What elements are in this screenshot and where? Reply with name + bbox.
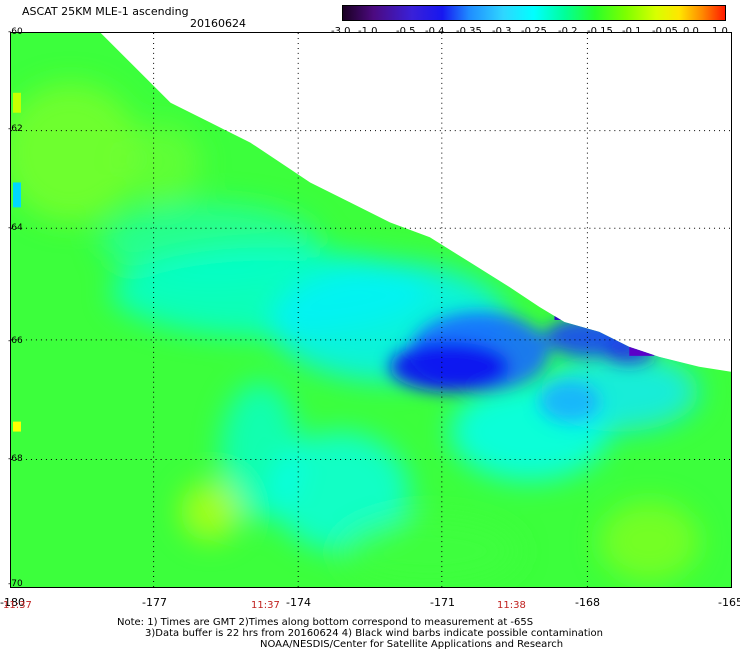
note-line: 3)Data buffer is 22 hrs from 20160624 4)… [145,628,603,639]
lat-label: -70 [8,579,23,589]
lat-label: -66 [8,336,23,346]
note-line: NOAA/NESDIS/Center for Satellite Applica… [260,639,564,650]
colorbar-tick: -0.3 [492,26,512,37]
colorbar-tick: -0.25 [521,26,547,37]
colorbar-tick: -3.0 [331,26,351,37]
graticule [11,33,731,587]
colorbar-tick: 1.0 [712,26,728,37]
lat-label: -64 [8,223,23,233]
note-line: Note: 1) Times are GMT 2)Times along bot… [117,617,534,628]
colorbar-tick: -0.2 [558,26,578,37]
wind-field [11,33,731,587]
lat-label: -60 [8,27,23,37]
map-date: 20160624 [190,17,246,30]
lat-label: -68 [8,454,23,464]
colorbar-tick: -0.15 [587,26,613,37]
lat-label: -62 [8,124,23,134]
colorbar-tick: -0.05 [652,26,678,37]
lon-label: -168 [575,596,600,609]
lon-label: -165 [718,596,740,609]
colorbar-tick: -0.1 [622,26,642,37]
pass-time: 11:38 [497,600,526,611]
lon-label: -180 [0,596,25,609]
lon-label: -174 [286,596,311,609]
lon-label: -177 [142,596,167,609]
colorbar [342,5,726,21]
colorbar-tick: -1.0 [358,26,378,37]
lon-label: -171 [430,596,455,609]
pass-time: 11:37 [3,600,32,611]
map-title: ASCAT 25KM MLE-1 ascending [22,5,189,18]
pass-time: 11:37 [251,600,280,611]
colorbar-tick: 0.0 [683,26,699,37]
colorbar-tick: -0.35 [456,26,482,37]
colorbar-tick: -0.5 [396,26,416,37]
scatterometer-map[interactable] [10,32,732,588]
colorbar-tick: -0.4 [425,26,445,37]
